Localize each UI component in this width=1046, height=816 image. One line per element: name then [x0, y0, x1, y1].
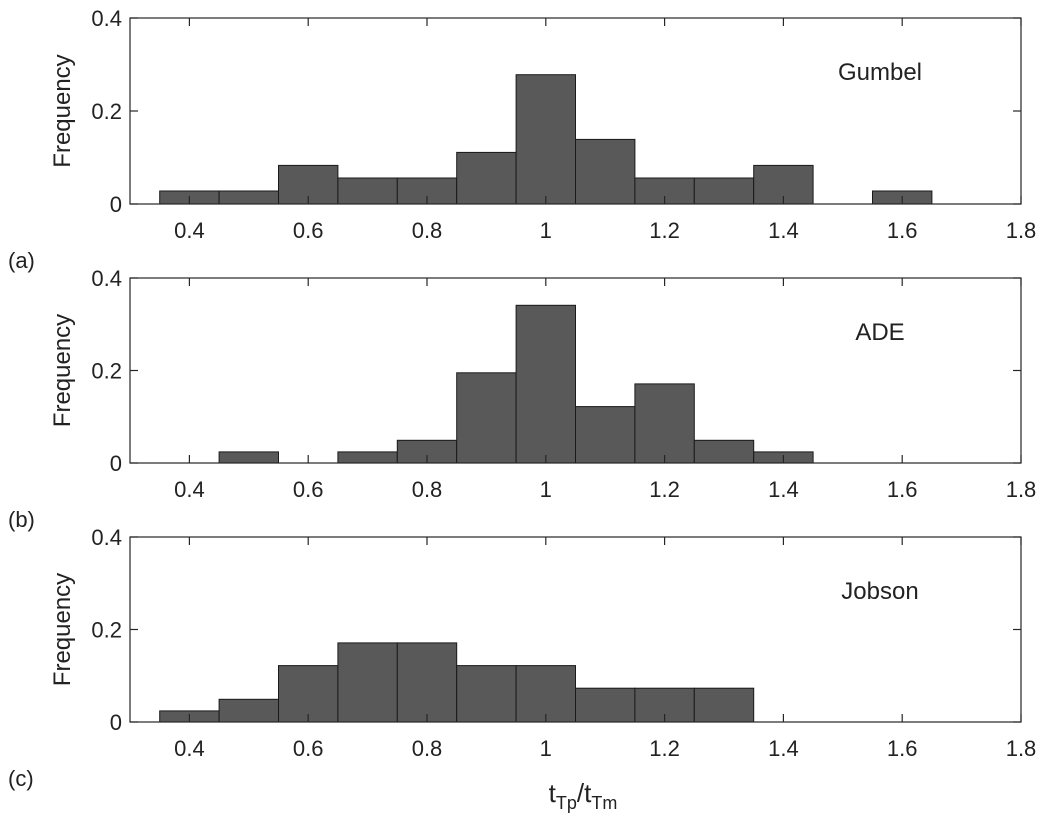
- x-tick-label: 1.4: [768, 736, 799, 761]
- histogram-bar: [456, 665, 517, 723]
- chart-panel-3: 0.4 0.6 0.8 1 1.2 1.4 1.6 1.8 0 0.2 0.4 Frequency Jo…: [8, 525, 1036, 791]
- x-tick-label: 1.6: [887, 477, 918, 502]
- x-axis-title: tTp/tTm: [549, 778, 618, 813]
- histogram-bar: [515, 74, 576, 205]
- y-tick-label: 0.4: [91, 266, 122, 291]
- y-tick-label: 0.2: [91, 99, 122, 124]
- histogram-bar: [515, 665, 576, 723]
- x-tick-label: 1.6: [887, 736, 918, 761]
- x-tick-label: 0.4: [174, 218, 205, 243]
- x-tick-label: 1.4: [768, 477, 799, 502]
- chart-panel-1: 0.4 0.6 0.8 1 1.2 1.4 1.6 1.8 0 0.2 0.4 Frequency Gu…: [8, 6, 1036, 273]
- x-tick-label: 0.8: [412, 477, 443, 502]
- histogram-bar: [575, 687, 636, 723]
- x-tick-label: 1.8: [1006, 218, 1037, 243]
- x-tick-label: 1: [540, 477, 552, 502]
- x-tick-label: 1.8: [1006, 736, 1037, 761]
- series-annotation: Gumbel: [838, 59, 922, 86]
- x-tick-label: 0.6: [293, 736, 324, 761]
- histogram-bar: [337, 177, 398, 205]
- x-tick-label: 1.2: [649, 218, 680, 243]
- histogram-bar: [218, 698, 280, 723]
- x-tick-label: 1.2: [649, 477, 680, 502]
- y-tick-label: 0.2: [91, 359, 122, 384]
- chart-panel-2: 0.4 0.6 0.8 1 1.2 1.4 1.6 1.8 0 0.2 0.4 Frequency AD…: [8, 266, 1036, 532]
- histogram-bar: [396, 642, 458, 723]
- histogram-bar: [278, 665, 339, 723]
- x-tick-label: 0.4: [174, 736, 205, 761]
- histogram-bar: [456, 151, 517, 205]
- x-tick-label: 1.4: [768, 218, 799, 243]
- histogram-bar: [575, 406, 636, 464]
- series-annotation: Jobson: [841, 578, 918, 605]
- y-tick-label: 0: [110, 451, 122, 476]
- y-tick-label: 0: [110, 710, 122, 735]
- histogram-bar: [456, 372, 517, 464]
- y-axis-title: Frequency: [49, 314, 76, 427]
- y-tick-label: 0.4: [91, 525, 122, 550]
- y-tick-label: 0.2: [91, 618, 122, 643]
- y-axis-title: Frequency: [49, 573, 76, 686]
- y-tick-label: 0.4: [91, 6, 122, 31]
- y-tick-label: 0: [110, 192, 122, 217]
- histogram-bar: [515, 304, 576, 464]
- x-tick-label: 0.4: [174, 477, 205, 502]
- histogram-bar: [693, 439, 755, 464]
- y-axis-title: Frequency: [49, 54, 76, 167]
- x-tick-label: 0.6: [293, 477, 324, 502]
- histogram-bar: [218, 190, 280, 205]
- histogram-bar: [337, 451, 398, 464]
- x-tick-label: 1.8: [1006, 477, 1037, 502]
- histogram-bar: [575, 138, 636, 205]
- x-tick-label: 0.8: [412, 736, 443, 761]
- histogram-bar: [337, 642, 398, 723]
- histogram-bar: [634, 383, 695, 464]
- panel-label: (b): [8, 507, 35, 532]
- panel-label: (a): [8, 248, 35, 273]
- x-tick-label: 0.8: [412, 218, 443, 243]
- x-tick-label: 1.6: [887, 218, 918, 243]
- panel-label: (c): [8, 766, 34, 791]
- histogram-bar: [693, 687, 755, 723]
- histogram-bar: [218, 451, 280, 464]
- x-tick-label: 1: [540, 218, 552, 243]
- x-tick-label: 1: [540, 736, 552, 761]
- x-tick-label: 1.2: [649, 736, 680, 761]
- x-tick-label: 0.6: [293, 218, 324, 243]
- series-annotation: ADE: [855, 319, 904, 346]
- histogram-bar: [693, 177, 755, 205]
